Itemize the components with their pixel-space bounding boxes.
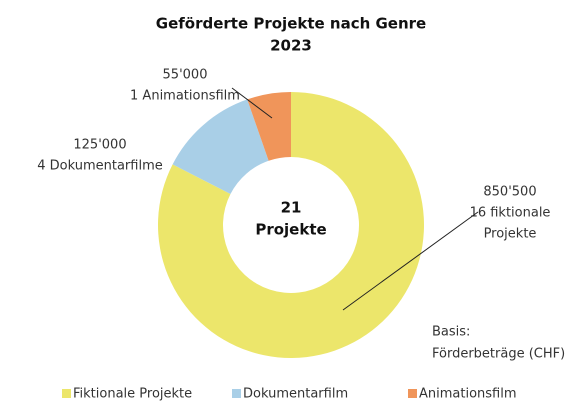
chart-title: Geförderte Projekte nach Genre [156,15,426,33]
legend-label: Animationsfilm [419,387,517,402]
legend-label: Fiktionale Projekte [73,387,192,402]
slice-value-label: 125'000 [73,138,126,153]
slice-note: 4 Dokumentarfilme [37,159,163,174]
legend-swatch [232,389,241,398]
center-label: Projekte [255,221,326,239]
donut-slice [247,92,291,161]
legend-label: Dokumentarfilm [243,387,348,402]
donut-slice [172,99,269,195]
slice-value-label: 850'500 [483,185,536,200]
basis-note: Basis: [432,325,470,340]
slice-note: 16 fiktionale [470,206,551,221]
slice-value-label: 55'000 [163,68,208,83]
basis-note: Förderbeträge (CHF) [432,347,565,362]
leader-line [342,211,479,311]
chart-subtitle: 2023 [270,37,312,55]
leader-line [231,87,273,119]
legend-swatch [408,389,417,398]
slice-note: 1 Animationsfilm [130,89,240,104]
legend-swatch [62,389,71,398]
center-label: 21 [281,199,302,217]
slice-note: Projekte [484,227,537,242]
donut-slice [158,92,424,358]
